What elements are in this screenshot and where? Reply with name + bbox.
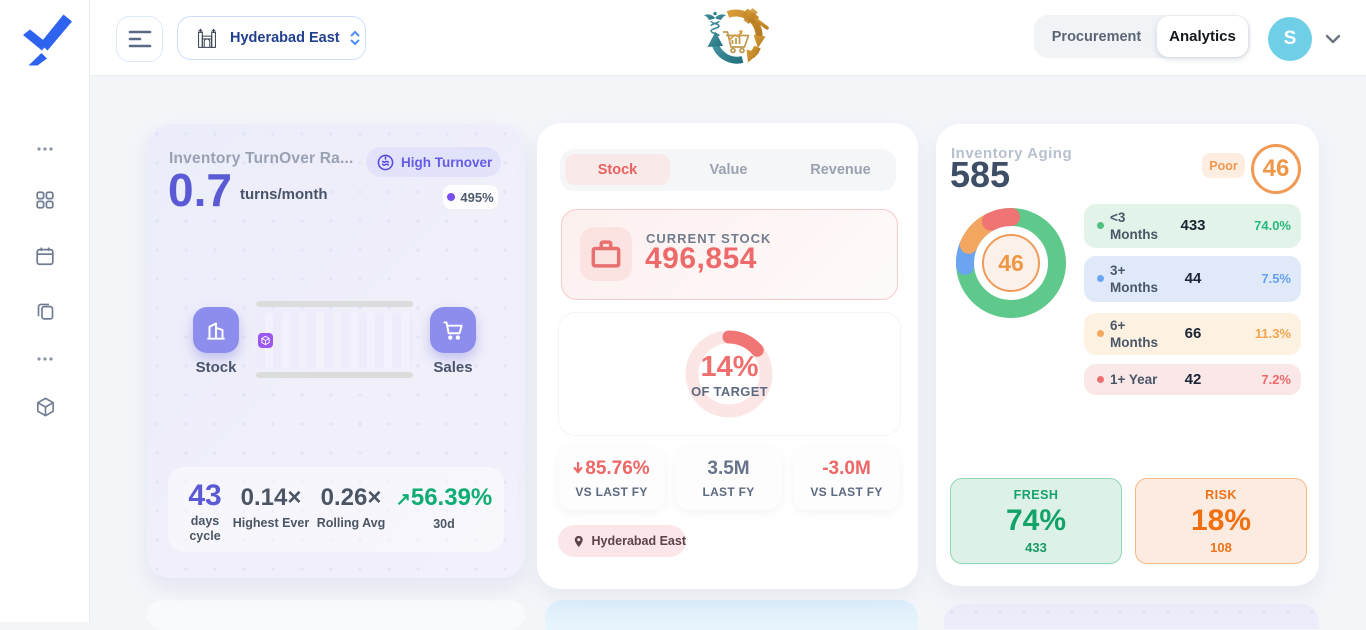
svg-text:46: 46	[998, 250, 1024, 276]
